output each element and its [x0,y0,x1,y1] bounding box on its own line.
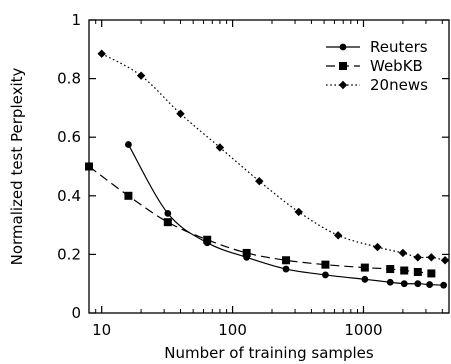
data-point-reuters [125,141,132,148]
data-point-20news [427,253,436,262]
legend-marker-reuters [339,43,347,51]
data-point-20news [294,207,303,217]
y-tick-label: 0.8 [57,70,81,88]
series-reuters [125,141,448,289]
series-layer [85,49,450,289]
legend-marker-20news [338,80,348,90]
legend-label-webkb: WebKB [370,57,423,75]
data-point-20news [97,49,106,58]
legend-label-20news: 20news [370,76,428,94]
legend-marker-webkb [339,62,347,70]
data-point-webkb [242,248,251,257]
x-tick-label: 1000 [344,321,382,339]
legend-item-webkb: WebKB [326,57,423,75]
data-point-webkb [85,162,93,171]
data-point-webkb [386,265,395,274]
x-tick-label: 100 [218,321,247,339]
data-point-webkb [360,263,369,272]
data-point-20news [215,143,225,152]
data-point-webkb [282,256,291,265]
data-point-20news [413,253,423,262]
y-axis-label: Normalized test Perplexity [8,67,26,265]
data-point-20news [398,248,408,258]
x-axis-label: Number of training samples [164,344,374,362]
data-point-reuters [322,271,329,279]
data-point-reuters [386,278,394,286]
data-point-reuters [361,275,369,283]
data-point-reuters [282,265,290,273]
data-point-20news [176,109,185,118]
y-tick-label: 0.2 [57,245,81,263]
legend-item-reuters: Reuters [326,38,428,56]
data-point-20news [440,256,450,265]
data-point-20news [333,231,343,240]
data-point-webkb [413,267,422,276]
data-point-20news [255,176,264,186]
data-point-webkb [427,269,436,278]
data-point-webkb [124,191,133,200]
data-point-webkb [163,218,172,227]
data-point-reuters [440,281,448,289]
data-point-reuters [400,280,408,288]
legend-item-20news: 20news [326,76,428,94]
axis-ticks: 0 0.2 0.4 0.6 0.8 1 10 100 1000 [57,11,449,339]
data-point-reuters [414,280,422,288]
data-point-webkb [321,260,330,269]
legend-label-reuters: Reuters [370,38,428,56]
data-point-webkb [400,266,409,275]
data-point-reuters [426,281,434,288]
y-tick-label: 0 [71,304,81,322]
data-point-webkb [203,235,212,244]
y-tick-label: 1 [71,11,81,29]
y-tick-label: 0.4 [57,187,81,205]
data-point-20news [136,71,146,80]
data-point-20news [373,242,382,252]
series-webkb [85,162,436,278]
series-20news [97,49,450,265]
y-tick-label: 0.6 [57,128,81,146]
x-tick-label: 10 [92,321,111,339]
data-point-reuters [164,209,172,217]
